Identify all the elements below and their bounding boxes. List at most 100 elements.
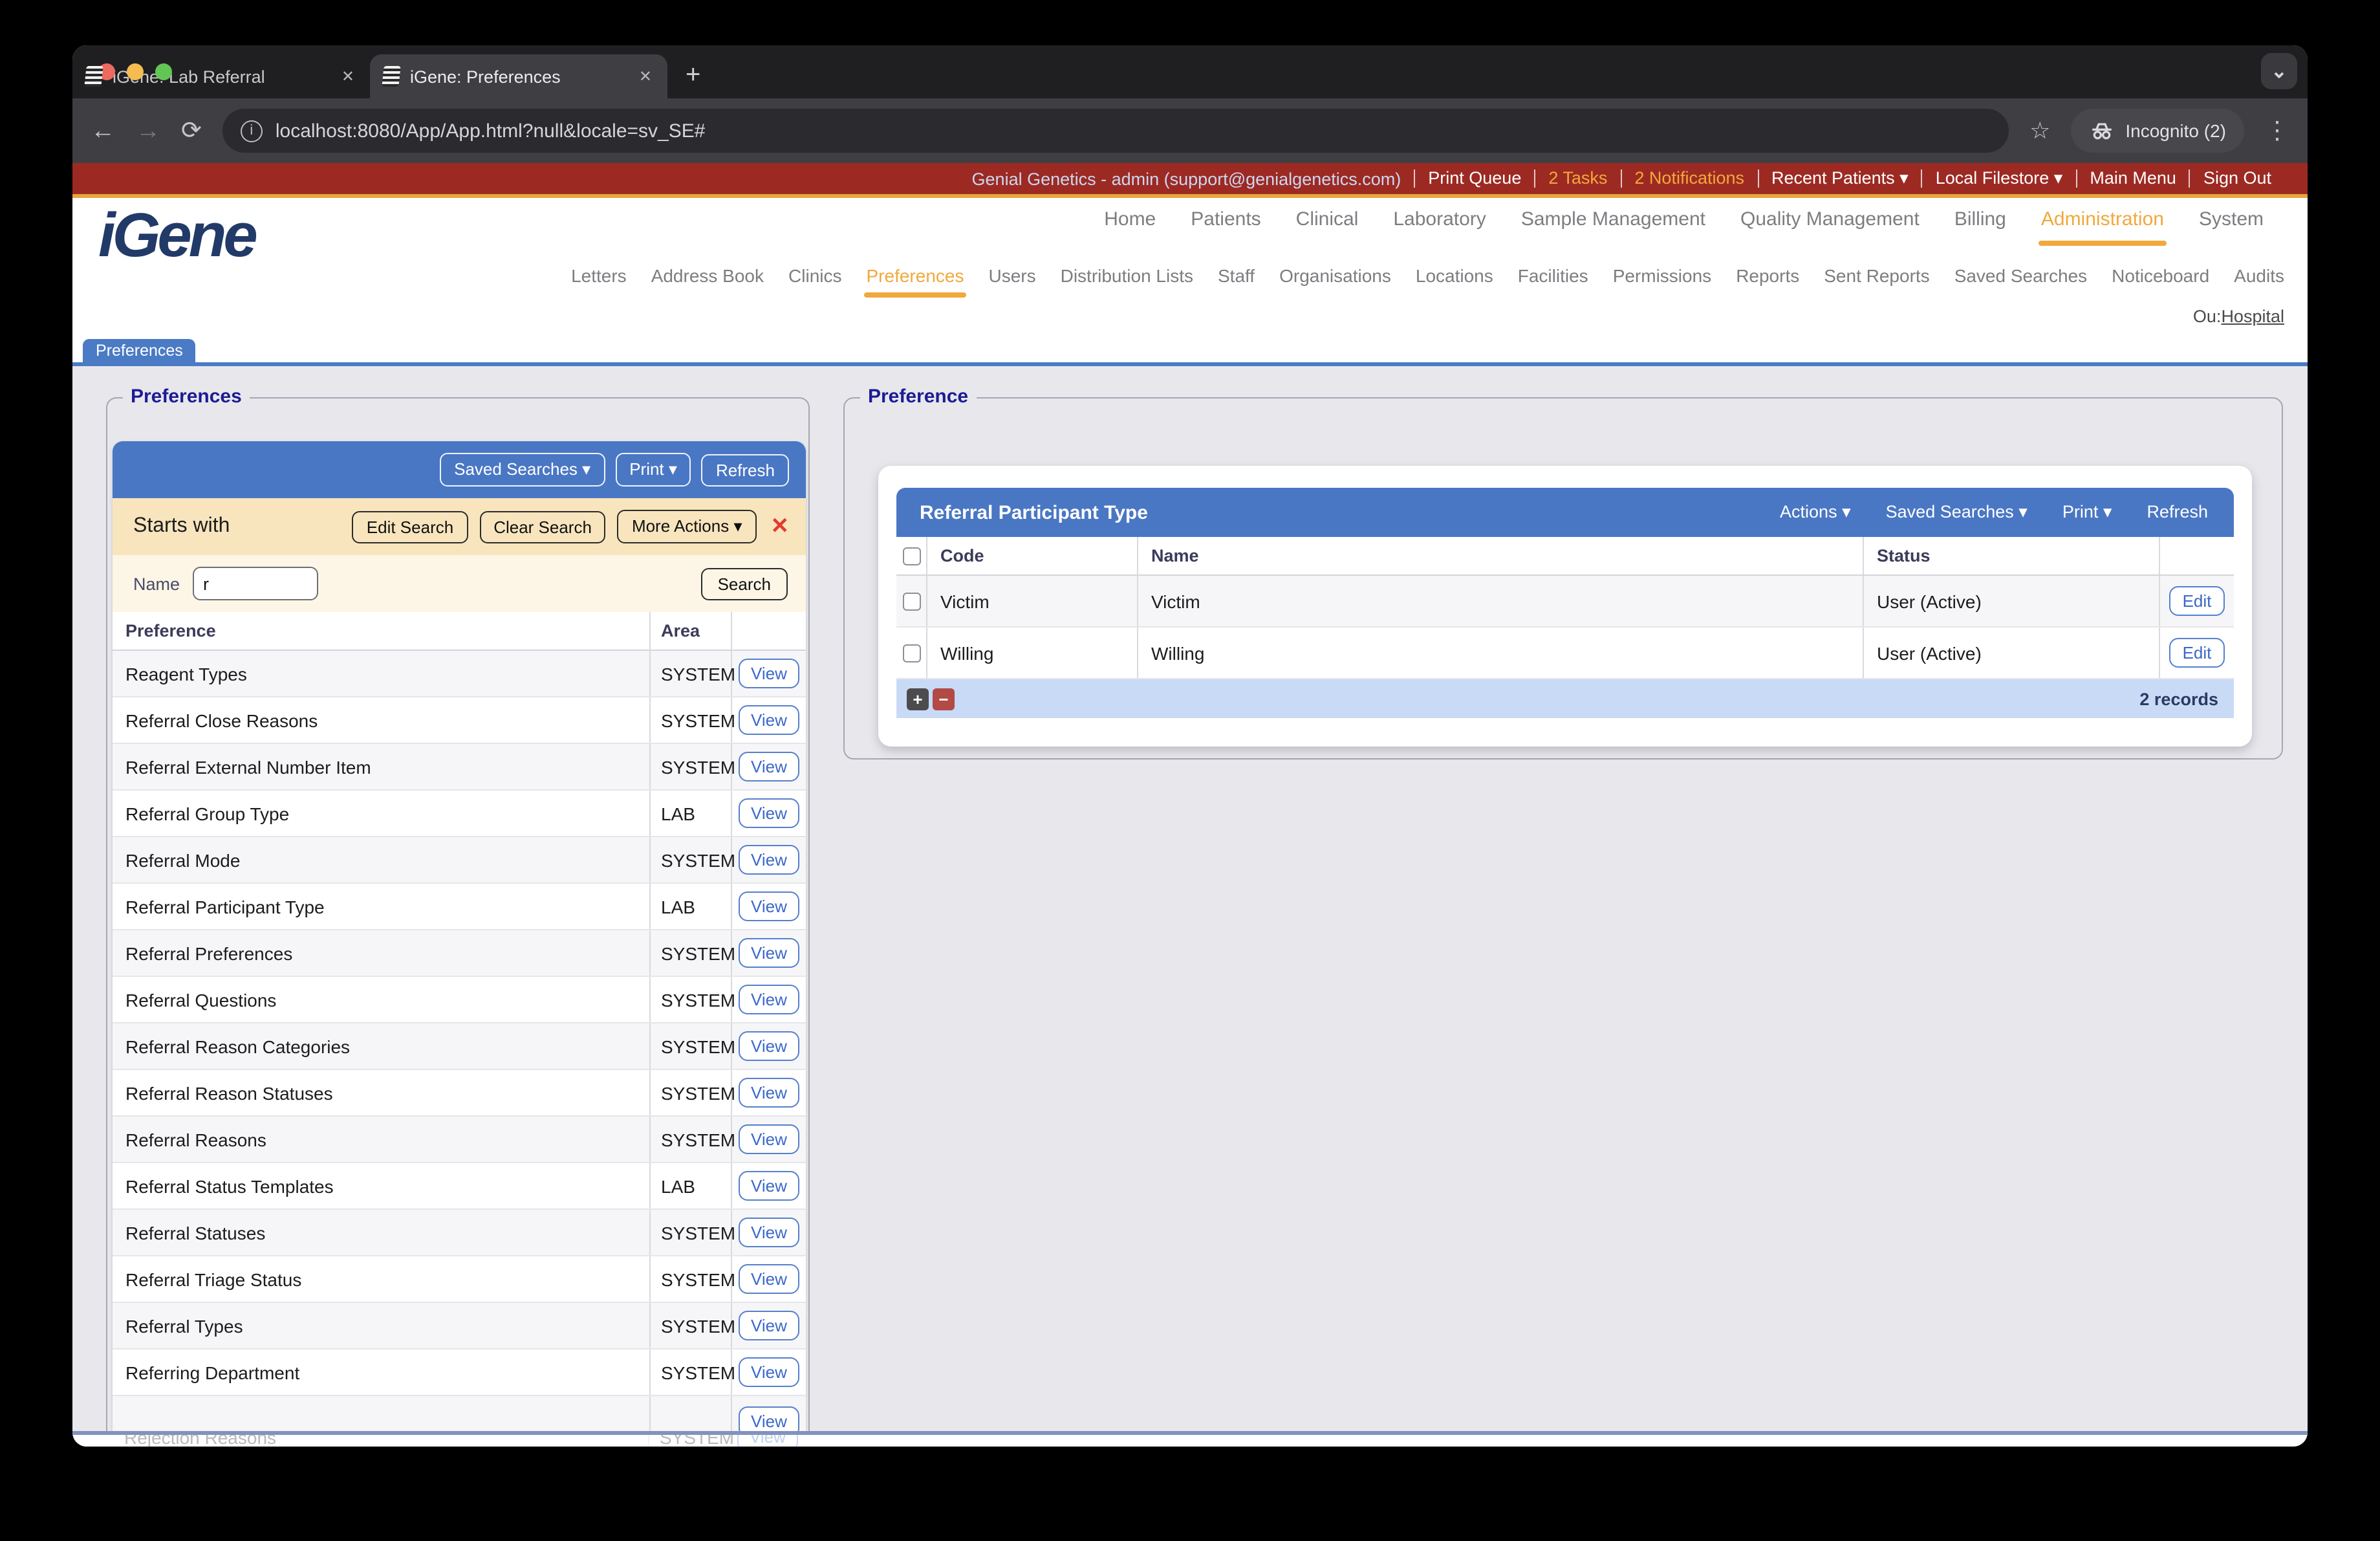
table-row: Referral Reason Statuses SYSTEM View [113,1070,806,1117]
page-tab-preferences[interactable]: Preferences [83,339,196,362]
view-button[interactable]: View [738,1170,800,1201]
filter-button[interactable]: Clear Search [479,510,606,543]
primary-nav-item[interactable]: System [2198,208,2264,230]
kebab-menu-icon[interactable]: ⋮ [2265,117,2289,144]
maximize-window-icon[interactable] [155,63,172,80]
code-cell: Victim [927,576,1138,626]
add-record-icon[interactable]: + [907,688,929,710]
area-cell: SYSTEM [651,1070,735,1115]
primary-nav-item[interactable]: Sample Management [1520,208,1705,230]
remove-record-icon[interactable]: − [933,688,955,710]
col-header-preference: Preference [113,612,651,650]
topbar-link[interactable]: Local Filestore ▾ [1921,169,2076,188]
filter-button[interactable]: More Actions ▾ [617,510,757,543]
secondary-nav-item[interactable]: Organisations [1279,265,1391,286]
table-row: Referral Preferences SYSTEM View [113,930,806,977]
toolbar-button[interactable]: Print ▾ [615,453,691,486]
view-button[interactable]: View [738,1217,800,1248]
detail-menu-item[interactable]: Actions ▾ [1780,502,1851,521]
view-button[interactable]: View [738,1406,800,1431]
view-button[interactable]: View [738,937,800,968]
page-tab-row: Preferences [72,339,2308,366]
select-all-checkbox[interactable] [902,547,920,565]
table-row: Victim Victim User (Active) Edit [896,576,2234,628]
row-checkbox[interactable] [902,592,920,610]
close-tab-icon[interactable]: ✕ [638,67,652,85]
secondary-nav-item[interactable]: Permissions [1612,265,1712,286]
topbar-link[interactable]: Recent Patients ▾ [1757,169,1921,188]
topbar-link[interactable]: Main Menu [2075,169,2189,188]
secondary-nav-item[interactable]: Saved Searches [1954,265,2088,286]
secondary-nav-item[interactable]: Clinics [788,265,842,286]
toolbar-button[interactable]: Saved Searches ▾ [440,453,605,486]
filter-button[interactable]: Edit Search [352,510,468,543]
preference-name-cell: Referral Questions [113,977,651,1022]
view-button[interactable]: View [738,1077,800,1108]
view-button[interactable]: View [738,844,800,875]
primary-nav-item[interactable]: Clinical [1295,208,1359,230]
detail-menu-item[interactable]: Refresh [2147,502,2208,521]
view-button[interactable]: View [738,1263,800,1295]
primary-nav-item[interactable]: Laboratory [1393,208,1486,230]
url-text[interactable]: localhost:8080/App/App.html?null&locale=… [275,120,706,142]
topbar-link[interactable]: 2 Notifications [1620,169,1757,188]
secondary-nav-item[interactable]: Reports [1736,265,1800,286]
secondary-nav-item[interactable]: Users [988,265,1036,286]
site-info-icon[interactable]: i [240,120,263,142]
edit-button[interactable]: Edit [2169,585,2225,617]
primary-nav-item[interactable]: Administration [2038,208,2167,246]
name-search-input[interactable] [193,567,319,600]
topbar-link[interactable]: Print Queue [1414,169,1534,188]
back-icon[interactable]: ← [91,117,115,144]
view-button[interactable]: View [738,891,800,922]
primary-nav-item[interactable]: Quality Management [1740,208,1920,230]
secondary-nav-item[interactable]: Facilities [1517,265,1588,286]
row-checkbox[interactable] [902,644,920,662]
secondary-nav-item[interactable]: Preferences [863,265,968,298]
browser-tab[interactable]: iGene: Preferences ✕ [370,54,667,98]
view-button[interactable]: View [738,1124,800,1155]
topbar-link[interactable]: 2 Tasks [1534,169,1620,188]
chevron-down-icon[interactable]: ⌄ [2271,61,2288,83]
secondary-nav-item[interactable]: Staff [1218,265,1255,286]
igene-logo: iGene [98,202,258,270]
detail-header: Referral Participant Type Actions ▾ Save… [896,488,2234,537]
topbar-link[interactable]: Sign Out [2189,169,2284,188]
view-button[interactable]: View [738,658,800,689]
secondary-nav-item[interactable]: Locations [1415,265,1493,286]
primary-nav-item[interactable]: Patients [1191,208,1261,230]
secondary-nav-item[interactable]: Noticeboard [2112,265,2210,286]
edit-button[interactable]: Edit [2169,637,2225,668]
toolbar-button[interactable]: Refresh [701,454,789,486]
view-button[interactable]: View [738,798,800,829]
address-bar[interactable]: i localhost:8080/App/App.html?null&local… [222,109,2009,153]
secondary-nav-item[interactable]: Letters [571,265,627,286]
view-button[interactable]: View [738,1357,800,1388]
igene-favicon-icon [84,66,103,87]
view-button[interactable]: View [738,984,800,1015]
secondary-nav-item[interactable]: Sent Reports [1824,265,1930,286]
view-button[interactable]: View [738,1031,800,1062]
detail-menu-item[interactable]: Saved Searches ▾ [1885,502,2028,521]
close-tab-icon[interactable]: ✕ [341,67,354,85]
view-button[interactable]: View [738,1310,800,1341]
minimize-window-icon[interactable] [127,63,144,80]
view-button: View [737,1435,799,1447]
view-button[interactable]: View [738,751,800,782]
secondary-nav-item[interactable]: Audits [2234,265,2284,286]
search-button[interactable]: Search [700,567,788,600]
view-button[interactable]: View [738,705,800,736]
window-controls[interactable] [98,63,172,80]
forward-icon[interactable]: → [136,117,160,144]
clear-filter-icon[interactable]: ✕ [770,514,790,538]
primary-nav-item[interactable]: Home [1104,208,1156,230]
secondary-nav-item[interactable]: Distribution Lists [1060,265,1193,286]
right-panel-legend: Preference [860,386,977,408]
new-tab-button[interactable]: + [686,61,701,89]
reload-icon[interactable]: ⟳ [181,117,202,144]
detail-menu-item[interactable]: Print ▾ [2062,502,2112,521]
secondary-nav-item[interactable]: Address Book [651,265,764,286]
primary-nav-item[interactable]: Billing [1954,208,2006,230]
ou-hospital-link[interactable]: Hospital [2221,307,2284,326]
bookmark-star-icon[interactable]: ☆ [2029,117,2051,143]
